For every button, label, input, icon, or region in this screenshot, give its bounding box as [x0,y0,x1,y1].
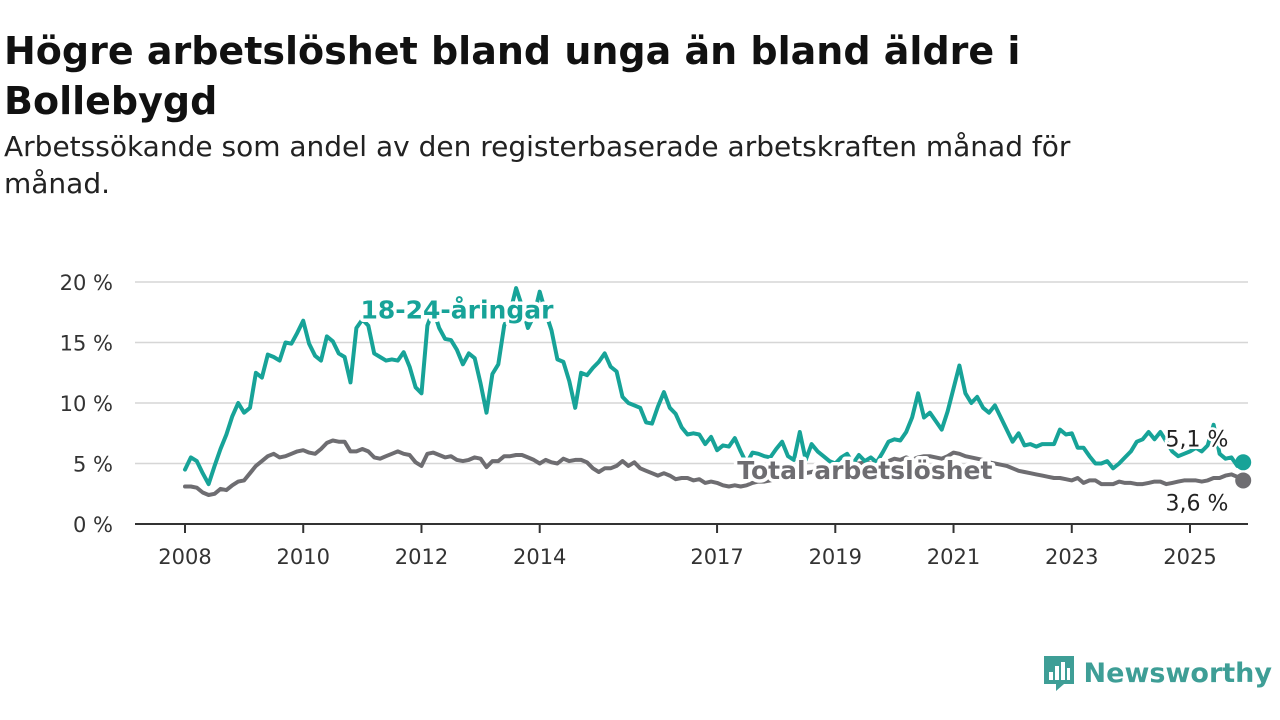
y-tick-label: 20 % [60,271,113,295]
series-line-1 [183,438,1246,497]
x-tick-label: 2014 [513,545,566,569]
series-end-point-1 [1235,472,1252,489]
chart-title: Högre arbetslöshet bland unga än bland ä… [4,29,1021,123]
newsworthy-chart-icon [1043,656,1074,691]
x-tick-label: 2019 [809,545,862,569]
x-tick-label: 2010 [277,545,330,569]
newsworthy-logo: Newsworthy [1042,654,1272,692]
series-line-0 [183,286,1246,487]
x-tick-label: 2012 [395,545,448,569]
y-tick-label: 15 % [60,332,113,356]
chart-subtitle: Arbetssökande som andel av den registerb… [4,130,1071,200]
x-tick-label: 2008 [158,545,211,569]
series-name-label-1: Total arbetslöshet [737,456,992,485]
x-tick-label: 2021 [927,545,980,569]
end-value-label-0: 5,1 % [1166,427,1229,452]
y-tick-label: 10 % [60,392,113,416]
series-labels: 18-24-åringar Total arbetslöshet 5,1 % 3,6 … [357,292,1231,519]
y-tick-label: 5 % [73,453,113,477]
grid [135,281,1248,465]
x-tick-label: 2023 [1045,545,1098,569]
series-name-label-0: 18-24-åringar [360,295,554,324]
end-value-label-1: 3,6 % [1166,491,1229,516]
x-axis-ticks: 2008 2010 2012 2014 2017 2019 2021 2023 2025 [158,524,1217,569]
x-tick-label: 2025 [1163,545,1216,569]
y-tick-label: 0 % [73,513,113,537]
newsworthy-logo-text: Newsworthy [1083,657,1272,689]
series-lines [183,286,1252,497]
y-axis-ticks: 0 % 5 % 10 % 15 % 20 % [60,271,113,537]
x-tick-label: 2017 [690,545,743,569]
series-end-point-0 [1235,454,1252,471]
